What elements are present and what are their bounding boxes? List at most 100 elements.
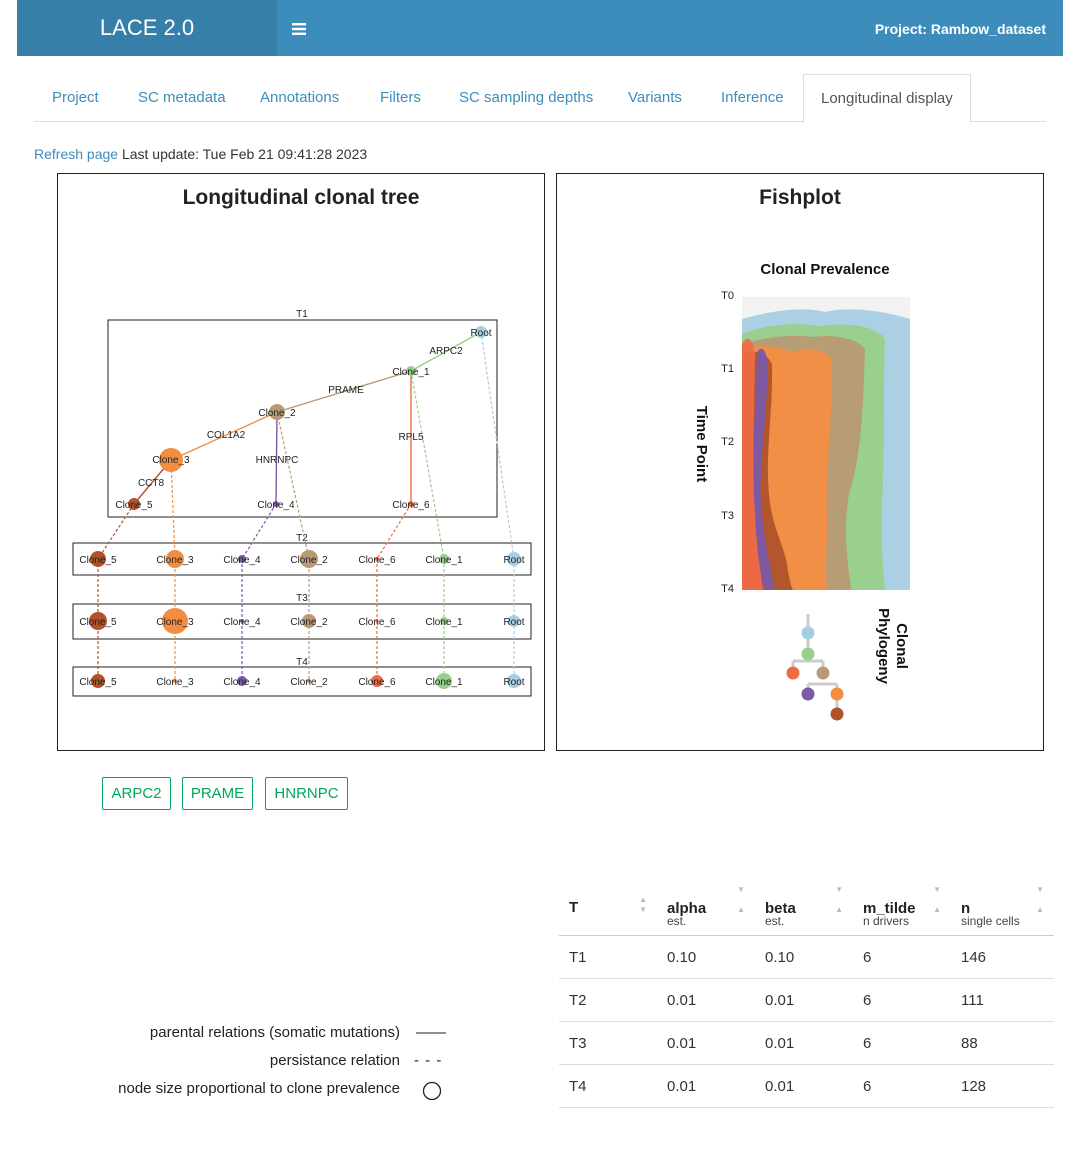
gene-button-hnrnpc[interactable]: HNRNPC: [265, 777, 348, 810]
tab-bar: Project SC metadata Annotations Filters …: [34, 74, 1046, 123]
node-clone-2-t3[interactable]: [302, 614, 316, 628]
column-header-alpha[interactable]: alpha est. ▼ ▲: [657, 881, 755, 936]
node-clone-1-t1[interactable]: [406, 366, 416, 376]
timepoint-frame-t4: [72, 666, 532, 697]
node-clone-3-t1[interactable]: [159, 448, 183, 472]
node-label: Clone_5: [79, 555, 117, 566]
node-label: Clone_3: [156, 677, 194, 688]
node-clone-1-t3[interactable]: [440, 617, 448, 625]
column-header-m-tilde[interactable]: m_tilde n drivers ▼ ▲: [853, 881, 951, 936]
node-clone-4-t3[interactable]: [240, 619, 244, 623]
column-header-beta[interactable]: beta est. ▼ ▲: [755, 881, 853, 936]
last-update-text: Last update: Tue Feb 21 09:41:28 2023: [121, 146, 368, 162]
node-root-t4[interactable]: [507, 674, 521, 688]
fish-band-clone-6: [742, 338, 763, 590]
node-label: Root: [503, 617, 524, 628]
node-root-t2[interactable]: [507, 552, 521, 566]
node-clone-6-t3[interactable]: [375, 619, 379, 623]
table-cell: 0.10: [657, 935, 755, 979]
tab-inference[interactable]: Inference: [721, 89, 784, 106]
longitudinal-tree-svg: T1 T2 T3 T4: [72, 309, 532, 697]
node-clone-2-t4[interactable]: [307, 679, 311, 683]
node-clone-4-t1[interactable]: [273, 501, 279, 507]
parental-edge: [276, 370, 412, 413]
tab-variants[interactable]: Variants: [628, 89, 682, 106]
legend-label-node-size: node size proportional to clone prevalen…: [118, 1080, 400, 1097]
sort-icon[interactable]: ▼ ▲: [933, 885, 941, 914]
table-cell: 0.01: [755, 1021, 853, 1065]
node-clone-2-t2[interactable]: [300, 550, 318, 568]
tab-longitudinal-display[interactable]: Longitudinal display: [803, 74, 971, 123]
node-label: Root: [503, 555, 524, 566]
tab-filters[interactable]: Filters: [380, 89, 421, 106]
node-clone-5-t3[interactable]: [89, 612, 107, 630]
node-clone-5-t1[interactable]: [128, 498, 140, 510]
timepoint-label-t3: T3: [296, 593, 308, 604]
persistence-edge: [97, 503, 135, 560]
node-clone-1-t2[interactable]: [439, 554, 449, 564]
node-root-t3[interactable]: [508, 615, 520, 627]
sort-icon[interactable]: ▲ ▼: [639, 895, 647, 914]
node-label: Clone_2: [258, 408, 296, 419]
project-title: Project: Rambow_dataset: [874, 21, 1046, 37]
node-clone-2-t1[interactable]: [269, 404, 285, 420]
table-row: T1 0.10 0.10 6 146: [559, 935, 1054, 979]
column-header-label: beta: [765, 900, 796, 917]
node-clone-4-t2[interactable]: [238, 555, 246, 563]
mutation-label: COL1A2: [207, 430, 246, 441]
mutation-label: RPL5: [398, 432, 423, 443]
node-clone-3-t2[interactable]: [166, 550, 184, 568]
table-cell: 6: [853, 978, 951, 1022]
y-tick-t0: T0: [721, 290, 734, 302]
phylogeny-node-clone-6: [786, 666, 800, 680]
tab-sc-metadata[interactable]: SC metadata: [138, 89, 226, 106]
table-cell: 111: [951, 978, 1054, 1022]
node-clone-1-t4[interactable]: [436, 673, 452, 689]
node-clone-5-t2[interactable]: [90, 551, 106, 567]
parental-edge: [410, 331, 482, 372]
mutation-label: CCT8: [138, 478, 165, 489]
time-point-axis-label: Time Point: [693, 406, 710, 482]
app-logo[interactable]: LACE 2.0: [17, 0, 277, 56]
gene-button-prame[interactable]: PRAME: [182, 777, 253, 810]
sort-icon[interactable]: ▼ ▲: [835, 885, 843, 914]
column-header-t[interactable]: T ▲ ▼: [559, 881, 657, 936]
sort-icon[interactable]: ▼ ▲: [737, 885, 745, 914]
node-clone-5-t4[interactable]: [91, 674, 105, 688]
clonal-phylogeny-label-1: Clonal: [893, 623, 910, 669]
hamburger-icon[interactable]: [279, 0, 319, 56]
gene-button-arpc2[interactable]: ARPC2: [102, 777, 171, 810]
table-cell: T4: [559, 1064, 657, 1108]
persistence-edge: [170, 459, 176, 560]
node-label: Clone_2: [290, 617, 328, 628]
node-label: Clone_6: [358, 555, 396, 566]
node-root-t1[interactable]: [475, 326, 487, 338]
sort-icon[interactable]: ▼ ▲: [1036, 885, 1044, 914]
node-clone-3-t3[interactable]: [162, 608, 188, 634]
node-clone-6-t4[interactable]: [371, 675, 383, 687]
legend-label-persistance: persistance relation: [269, 1052, 400, 1069]
node-label: Clone_4: [257, 500, 295, 511]
tab-annotations[interactable]: Annotations: [260, 89, 340, 106]
table-header-row: T ▲ ▼ alpha est. ▼ ▲ beta est. ▼ ▲ m_tilde …: [559, 881, 1054, 936]
node-clone-6-t1[interactable]: [408, 501, 414, 507]
table-cell: 6: [853, 1021, 951, 1065]
mutation-label: PRAME: [328, 385, 364, 396]
node-clone-6-t2[interactable]: [375, 557, 379, 561]
tab-project[interactable]: Project: [52, 89, 99, 106]
legend-solid-line: ——: [416, 1024, 446, 1041]
fishplot-svg: Clonal Prevalence Time Point T0 T1 T2 T3…: [693, 261, 910, 721]
table-cell: 146: [951, 935, 1054, 979]
node-label: Clone_6: [358, 677, 396, 688]
persistence-edge: [410, 370, 445, 560]
tab-sc-sampling-depths[interactable]: SC sampling depths: [459, 89, 594, 106]
node-clone-3-t4[interactable]: [173, 679, 177, 683]
phylogeny-node-root: [801, 626, 815, 640]
column-header-n[interactable]: n single cells ▼ ▲: [951, 881, 1054, 936]
node-clone-4-t4[interactable]: [237, 676, 247, 686]
node-label: Clone_3: [156, 617, 194, 628]
column-header-sublabel: n drivers: [863, 914, 910, 928]
fishplot-panel: Fishplot Clonal Prevalence Time Point T0…: [556, 173, 1044, 751]
refresh-page-link[interactable]: Refresh page: [34, 146, 119, 162]
longitudinal-tree-panel: Longitudinal clonal tree T1 T2 T3 T4: [57, 173, 545, 751]
